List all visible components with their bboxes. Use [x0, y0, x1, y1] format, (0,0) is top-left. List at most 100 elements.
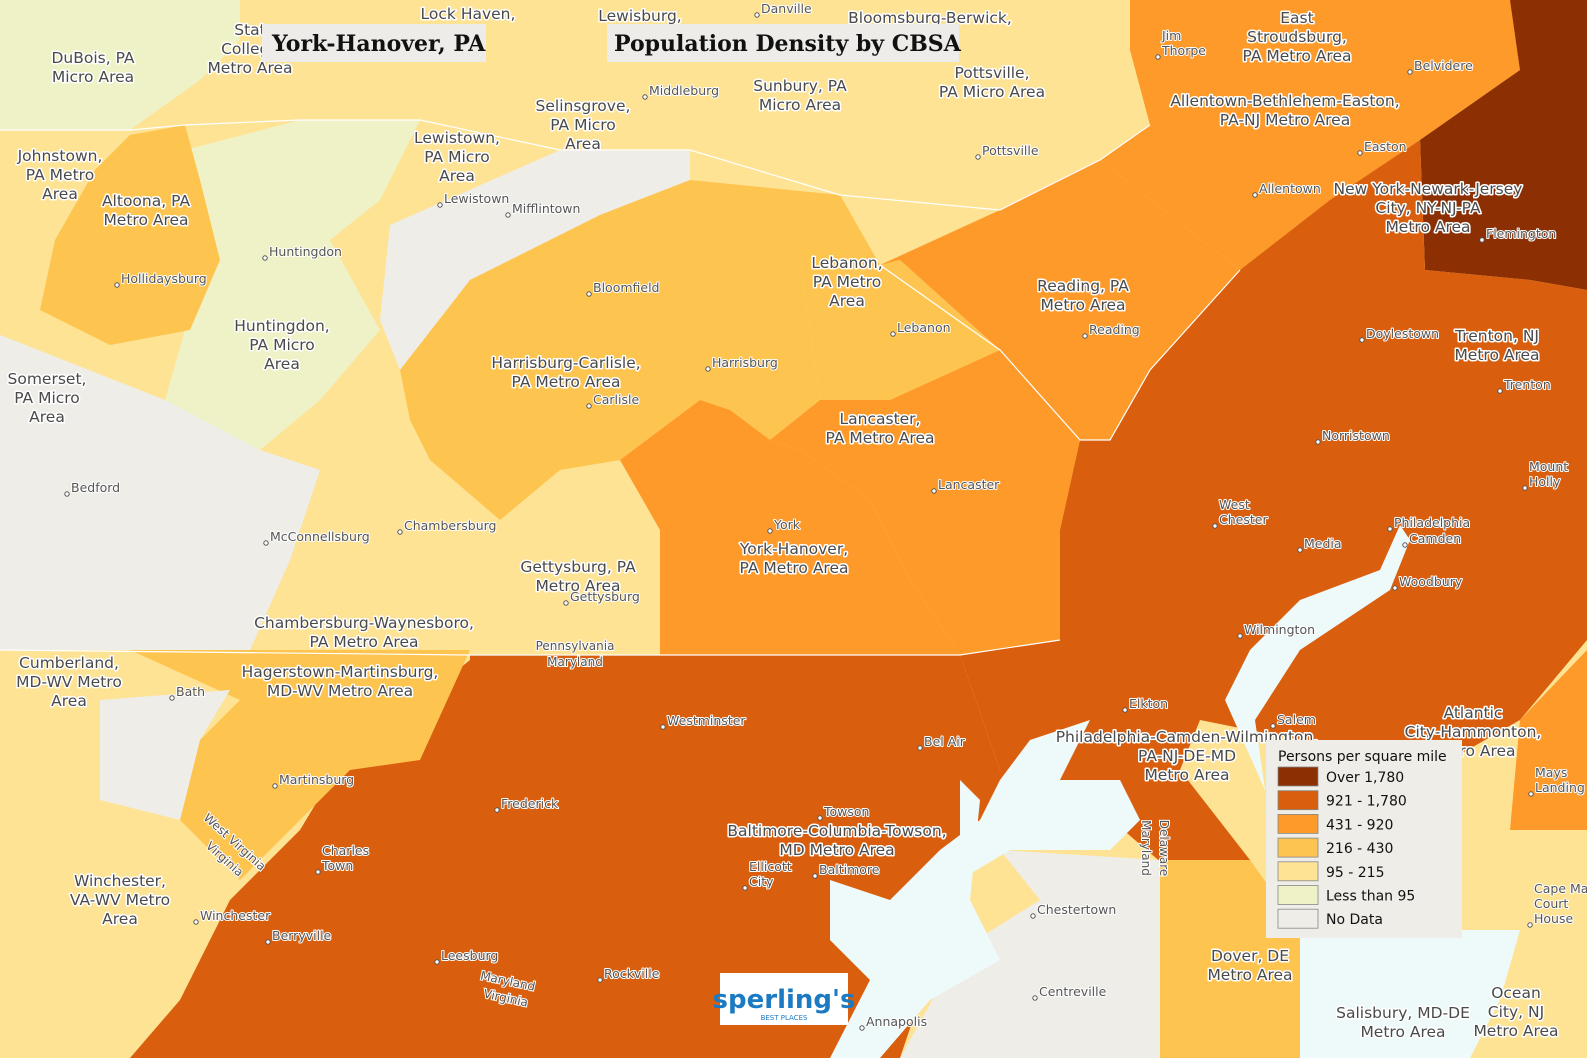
area [0, 335, 320, 650]
region-label: Salisbury, MD-DE Metro Area [1336, 1004, 1470, 1041]
city-label-line: Baltimore [819, 862, 880, 877]
city-label-line: Lancaster [938, 477, 1000, 492]
city-label: Woodbury [1399, 574, 1463, 589]
region-label-line: PA Metro Area [1243, 47, 1352, 65]
city-label: Lewistown [444, 191, 509, 206]
region-label-line: Stroudsburg, [1247, 28, 1347, 46]
city-label: Mifflintown [512, 201, 580, 216]
area [165, 120, 420, 450]
city-dot [859, 1025, 865, 1031]
region-label-line: Metro Area [1207, 966, 1292, 984]
region-label-line: Metro Area [103, 211, 188, 229]
city-label-line: Holly [1529, 474, 1561, 489]
city-label: Cape MayCourtHouse [1534, 881, 1587, 926]
region-label-line: Salisbury, MD-DE [1336, 1004, 1470, 1022]
city-label: Westminster [667, 713, 746, 728]
region-label-line: Reading, PA [1037, 277, 1129, 295]
city-label-line: Reading [1089, 322, 1140, 337]
city-label-line: Annapolis [866, 1014, 927, 1029]
region-label-line: Area [51, 692, 87, 710]
city-label-line: Lebanon [897, 320, 951, 335]
city-dot [437, 202, 443, 208]
city-dot [586, 291, 592, 297]
city-label-line: Hollidaysburg [121, 271, 207, 286]
city-label: Middleburg [649, 83, 719, 98]
legend-label: 921 - 1,780 [1326, 794, 1407, 810]
city-label-line: Belvidere [1414, 58, 1473, 73]
state-label: Maryland [547, 655, 603, 669]
region-label-line: Micro Area [759, 96, 841, 114]
region-label-line: Dover, DE [1211, 947, 1289, 965]
region-label: Pottsville, PA Micro Area [939, 64, 1045, 101]
region-label-line: Altoona, PA [102, 192, 190, 210]
logo: sperling's BEST PLACES [713, 973, 856, 1025]
city-label-line: Mount [1529, 459, 1568, 474]
city-label-line: Rockville [604, 966, 660, 981]
legend-label: 431 - 920 [1326, 817, 1393, 833]
city-dot [193, 919, 199, 925]
city-label-line: Allentown [1259, 181, 1321, 196]
city-label-line: West [1219, 497, 1250, 512]
region-label-line: Area [42, 185, 78, 203]
city-label: Pottsville [982, 143, 1039, 158]
region-label-line: Trenton, NJ [1454, 327, 1539, 345]
area [620, 400, 960, 655]
region-label: Johnstown, PA Metro Area [17, 147, 103, 203]
region-label-line: PA Metro Area [826, 429, 935, 447]
region-label-line: York-Hanover, [739, 540, 848, 558]
region-label: Winchester, VA-WV Metro Area [70, 872, 170, 928]
logo-name: sperling's [713, 985, 856, 1015]
city-dot [1270, 723, 1276, 729]
region-label-line: Metro Area [535, 577, 620, 595]
city-dot [642, 94, 648, 100]
city-dot [1522, 485, 1528, 491]
city-dot [397, 529, 403, 535]
city-label-line: Lewistown [444, 191, 509, 206]
region-label-line: Metro Area [1473, 1022, 1558, 1040]
city-label-line: Chester [1219, 512, 1268, 527]
region-label: Lewisburg, [598, 7, 682, 25]
region-label-line: PA Micro [424, 148, 490, 166]
region-label-line: Ocean [1491, 984, 1541, 1002]
city-dot [262, 255, 268, 261]
legend-swatch [1277, 790, 1319, 811]
city-label: Harrisburg [712, 355, 778, 370]
region-label-line: MD-WV Metro [16, 673, 122, 691]
city-dot [660, 724, 666, 730]
city-label-line: Cape May [1534, 881, 1587, 896]
city-label-line: Bloomfield [593, 280, 660, 295]
city-label-line: Pottsville [982, 143, 1039, 158]
region-label: York-Hanover, PA Metro Area [739, 540, 849, 577]
city-label: Allentown [1259, 181, 1321, 196]
region-label: Sunbury, PA Micro Area [753, 77, 847, 114]
state-label: Maryland [1139, 820, 1153, 876]
city-label-line: Jim [1161, 28, 1181, 43]
region-label-line: City, NY-NJ-PA [1375, 199, 1481, 217]
legend-label: No Data [1326, 912, 1383, 928]
city-label-line: McConnellsburg [270, 529, 370, 544]
city-label-line: Middleburg [649, 83, 719, 98]
logo-tagline: BEST PLACES [761, 1014, 808, 1022]
region-label-line: Area [565, 135, 601, 153]
city-dot [1528, 791, 1534, 797]
city-dot [1387, 526, 1393, 532]
city-label-line: Doylestown [1366, 326, 1439, 341]
region-label-line: Lebanon, [811, 254, 882, 272]
region-label-line: Pottsville, [954, 64, 1029, 82]
water [1300, 930, 1520, 1058]
water [1225, 525, 1410, 790]
city-label: Belvidere [1414, 58, 1473, 73]
region-label-line: Hagerstown-Martinsburg, [242, 663, 439, 681]
city-label-line: Mays [1535, 765, 1567, 780]
city-label-line: Towson [823, 804, 869, 819]
region-label-line: PA Micro Area [939, 83, 1045, 101]
city-label-line: Winchester [200, 908, 271, 923]
city-dot [169, 695, 175, 701]
city-label: Easton [1364, 139, 1407, 154]
title-map: Population Density by CBSA [607, 24, 962, 62]
state-label: Delaware [1157, 820, 1171, 877]
region-label-line: Area [439, 167, 475, 185]
legend-swatch [1277, 814, 1319, 834]
